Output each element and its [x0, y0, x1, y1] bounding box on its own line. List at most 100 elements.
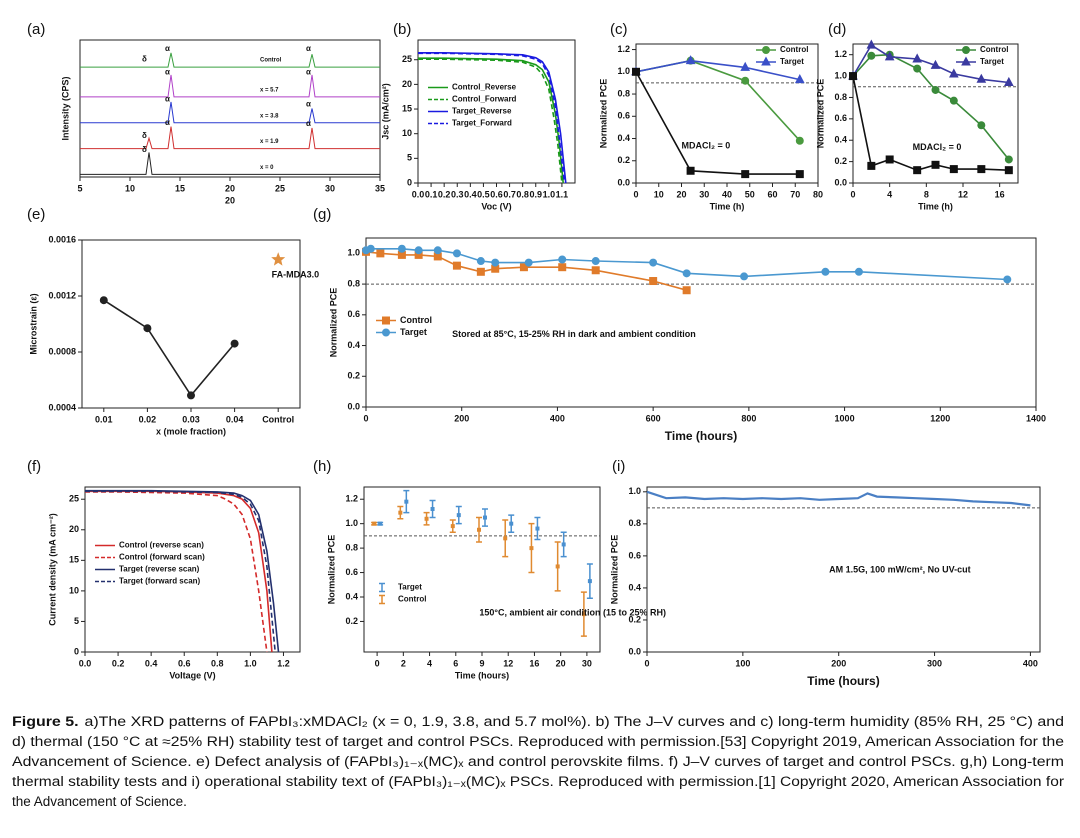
x-axis-label: Time (hours): [665, 429, 737, 443]
x-tick-label: 16: [529, 658, 539, 668]
point: [143, 324, 152, 333]
y-tick-label: 0.6: [347, 309, 360, 319]
y-tick-label: 0: [74, 646, 79, 656]
annotation: δ: [142, 145, 147, 154]
legend-marker: [761, 56, 771, 66]
point: [372, 521, 377, 526]
x-tick-label: 4: [887, 189, 892, 199]
legend-marker: [962, 46, 970, 54]
x-tick-label: 0.8: [516, 189, 529, 199]
y-tick-label: 0.6: [345, 567, 358, 577]
x-tick-label: 1.0: [543, 189, 556, 199]
point: [456, 513, 461, 518]
point: [913, 166, 922, 175]
x-tick-label: 600: [646, 413, 661, 423]
panel-label: (c): [610, 21, 628, 38]
y-axis-label: Normalized PCE: [326, 535, 336, 605]
y-tick-label: 20: [402, 79, 412, 89]
series-line: [635, 59, 800, 81]
point: [682, 286, 691, 295]
x-tick-label: 20: [676, 189, 686, 199]
point: [930, 59, 941, 69]
legend-symbol: [379, 582, 385, 593]
point: [558, 263, 567, 272]
series-line: [646, 490, 1031, 507]
point: [1004, 155, 1013, 164]
x-tick-label: 0.2: [438, 189, 451, 199]
series-line: [80, 74, 380, 98]
x-tick-label: 70: [790, 189, 800, 199]
point: [976, 73, 987, 83]
legend-marker: [961, 56, 971, 66]
y-tick-label: 1.2: [617, 44, 630, 54]
x-tick-label: 35: [375, 183, 385, 193]
point: [591, 257, 600, 266]
point: [366, 244, 375, 253]
x-tick-label: 0.3: [451, 189, 464, 199]
point: [854, 267, 863, 276]
point: [524, 258, 533, 267]
point: [483, 515, 487, 520]
x-tick-label: 400: [1023, 658, 1038, 668]
x-tick-label: 10: [654, 189, 664, 199]
legend-label: Target: [398, 583, 422, 592]
plot-frame: [84, 486, 301, 653]
x-tick-label: 2: [401, 658, 406, 668]
x-tick-label: 80: [813, 189, 823, 199]
y-tick-label: 10: [402, 128, 412, 138]
y-tick-label: 0.4: [347, 340, 360, 350]
y-tick-label: 5: [407, 153, 412, 163]
y-tick-label: 0.6: [628, 550, 641, 560]
x-tick-label: 30: [325, 183, 335, 193]
x-tick-label: 40: [722, 189, 732, 199]
legend-label: Target_Reverse: [452, 107, 512, 116]
x-axis-label: Time (hours): [807, 674, 879, 688]
point: [398, 510, 403, 515]
y-tick-label: 1.2: [834, 49, 847, 59]
annotation: α: [306, 100, 311, 109]
x-tick-label: 50: [745, 189, 755, 199]
x-tick-label: 60: [767, 189, 777, 199]
x-tick-label: Control: [262, 414, 294, 424]
legend-label: Control: [398, 595, 426, 604]
y-tick-label: 0.6: [617, 111, 630, 121]
caption-line: thermal stability tests and i) operation…: [12, 774, 1065, 789]
point: [948, 68, 959, 78]
point: [187, 391, 195, 400]
point: [977, 165, 986, 174]
point: [509, 521, 514, 526]
legend-label: x = 3.8: [260, 113, 279, 119]
y-tick-label: 0.0012: [48, 290, 76, 300]
annotation: α: [306, 44, 311, 53]
x-tick-label: 0.2: [112, 658, 125, 668]
point: [821, 267, 830, 276]
legend-label: Target: [780, 57, 804, 66]
x-tick-label: 0.4: [464, 189, 477, 199]
point: [867, 161, 876, 170]
panel-label: (d): [828, 21, 846, 38]
y-tick-label: 15: [402, 103, 412, 113]
point: [529, 546, 534, 551]
x-tick-label: 6: [453, 658, 458, 668]
y-tick-label: 0.0: [617, 177, 630, 187]
series-line: [80, 126, 380, 150]
legend-label: Target (forward scan): [119, 577, 201, 586]
plot-frame: [852, 43, 1019, 184]
y-tick-label: 1.0: [834, 70, 847, 80]
annotation: α: [165, 95, 170, 104]
x-tick-label: 0.0: [412, 189, 425, 199]
caption-line: the Advancement of Science.: [12, 794, 187, 809]
series-line: [635, 59, 801, 142]
series-line: [852, 75, 1009, 172]
y-tick-label: 0.0004: [48, 402, 76, 412]
x-tick-label: 5: [77, 183, 82, 193]
point: [795, 136, 804, 145]
x-tick-label: 16: [995, 189, 1005, 199]
series-line: [80, 52, 380, 68]
x-axis-label: Voltage (V): [169, 670, 215, 680]
caption-label: Figure 5.: [12, 714, 79, 729]
point: [587, 579, 592, 584]
y-tick-label: 0.8: [345, 542, 358, 552]
y-tick-label: 0.0016: [48, 234, 76, 244]
y-tick-label: 0.6: [834, 113, 847, 123]
